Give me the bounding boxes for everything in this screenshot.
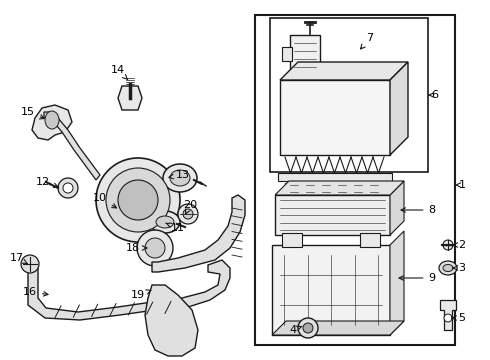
- Circle shape: [444, 314, 452, 322]
- Polygon shape: [275, 181, 404, 195]
- Bar: [360, 233, 380, 247]
- Ellipse shape: [443, 265, 453, 271]
- Circle shape: [178, 204, 198, 224]
- Text: 3: 3: [453, 263, 466, 273]
- Text: 4: 4: [290, 325, 302, 335]
- Text: 9: 9: [399, 273, 436, 283]
- Polygon shape: [152, 195, 245, 272]
- Bar: [282, 233, 302, 247]
- Bar: [280, 80, 390, 155]
- Ellipse shape: [45, 111, 59, 129]
- Ellipse shape: [163, 164, 197, 192]
- Text: 1: 1: [456, 180, 466, 190]
- Bar: [278, 173, 392, 181]
- Text: 6: 6: [429, 90, 439, 100]
- Polygon shape: [32, 105, 72, 140]
- Circle shape: [137, 230, 173, 266]
- Text: 17: 17: [10, 253, 27, 264]
- Text: 16: 16: [23, 287, 48, 297]
- Polygon shape: [272, 321, 404, 335]
- Circle shape: [106, 168, 170, 232]
- Text: 18: 18: [126, 243, 147, 253]
- Ellipse shape: [156, 216, 174, 228]
- Text: 15: 15: [21, 107, 44, 119]
- Bar: [255, 15, 455, 345]
- Polygon shape: [390, 181, 404, 235]
- Bar: [285, 183, 385, 198]
- Text: 14: 14: [111, 65, 128, 80]
- Polygon shape: [440, 300, 456, 330]
- Circle shape: [145, 238, 165, 258]
- Text: 20: 20: [183, 200, 197, 214]
- Text: 5: 5: [452, 313, 466, 323]
- Circle shape: [303, 323, 313, 333]
- Polygon shape: [145, 285, 198, 356]
- Polygon shape: [28, 260, 230, 320]
- Circle shape: [183, 209, 193, 219]
- Text: 12: 12: [36, 177, 58, 188]
- Circle shape: [118, 180, 158, 220]
- Polygon shape: [390, 62, 408, 155]
- Ellipse shape: [439, 261, 457, 275]
- Text: 8: 8: [401, 205, 436, 215]
- Bar: [282, 47, 292, 61]
- Circle shape: [58, 178, 78, 198]
- Text: 2: 2: [453, 240, 466, 250]
- Text: 19: 19: [131, 290, 151, 300]
- Text: 13: 13: [169, 170, 190, 180]
- Polygon shape: [44, 112, 100, 180]
- Polygon shape: [390, 231, 404, 335]
- Polygon shape: [118, 86, 142, 110]
- Circle shape: [443, 240, 453, 250]
- Circle shape: [96, 158, 180, 242]
- Bar: [275, 195, 390, 235]
- Ellipse shape: [170, 170, 190, 186]
- Text: 11: 11: [166, 223, 185, 233]
- Text: 7: 7: [361, 33, 373, 49]
- Circle shape: [298, 318, 318, 338]
- Polygon shape: [280, 62, 408, 80]
- Bar: [272, 245, 390, 335]
- Circle shape: [21, 255, 39, 273]
- Circle shape: [63, 183, 73, 193]
- Bar: [270, 18, 428, 172]
- Text: 10: 10: [93, 193, 117, 208]
- Bar: [290, 35, 320, 77]
- Ellipse shape: [150, 211, 180, 233]
